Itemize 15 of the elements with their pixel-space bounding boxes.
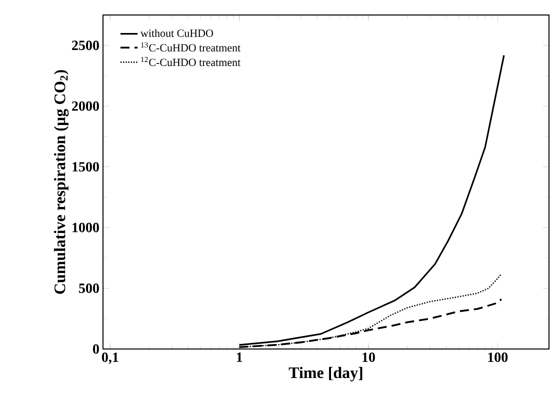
legend-label: $^{12}$C-CuHDO treatment (141, 56, 241, 66)
y-tick-label: 2000 (72, 101, 99, 111)
x-tick-label: 1 (236, 352, 242, 362)
x-tick-label: 100 (488, 352, 508, 362)
y-tick-label: 1500 (72, 162, 99, 172)
x-axis-title: Time [day] (288, 366, 362, 382)
x-tick-label: 10 (362, 352, 375, 362)
legend-label: $^{13}$C-CuHDO treatment (141, 42, 241, 52)
legend-label: without CuHDO (140, 29, 214, 37)
y-tick-label: 1000 (72, 222, 99, 232)
y-tick-label: 500 (79, 284, 99, 293)
y-tick-label: 2500 (72, 40, 99, 50)
x-tick-label: 0,1 (102, 352, 118, 364)
y-tick-label: 0 (93, 344, 99, 354)
y-axis-title: Cumulative respiration (µg CO$_{2}$) (54, 70, 69, 294)
